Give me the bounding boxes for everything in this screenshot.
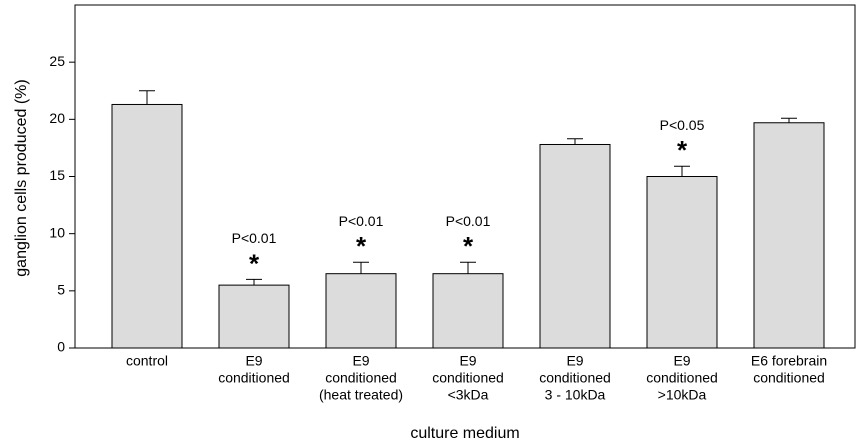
x-tick-label: conditioned [325, 370, 397, 386]
y-tick-label: 25 [49, 53, 65, 69]
x-tick-label: E9 [459, 353, 476, 369]
annotation: P<0.01 [339, 213, 384, 229]
y-tick-label: 5 [57, 282, 65, 298]
annotation: P<0.01 [446, 213, 491, 229]
bar [646, 176, 718, 349]
x-tick-label: conditioned [539, 370, 611, 386]
annotation: P<0.01 [232, 230, 277, 246]
bar [111, 103, 183, 349]
bar [325, 273, 397, 349]
x-tick-label: E9 [245, 353, 262, 369]
x-tick-label: E9 [352, 353, 369, 369]
error-bar [567, 138, 583, 145]
y-tick-label: 15 [49, 167, 65, 183]
x-tick-label: E9 [566, 353, 583, 369]
x-tick-label: conditioned [218, 370, 290, 386]
significance-mark: * [249, 248, 260, 278]
x-axis-label: culture medium [410, 425, 519, 442]
bar [432, 273, 504, 349]
significance-mark: * [677, 135, 688, 165]
y-tick-label: 20 [49, 110, 65, 126]
x-tick-label: >10kDa [658, 387, 707, 403]
error-bar [246, 278, 262, 286]
x-tick-label: conditioned [432, 370, 504, 386]
x-tick-label: <3kDa [448, 387, 489, 403]
x-tick-label: conditioned [646, 370, 718, 386]
bar [753, 122, 825, 349]
significance-mark: * [356, 231, 367, 261]
error-bar [674, 165, 690, 177]
error-bar [139, 90, 155, 105]
x-tick-label: control [126, 353, 168, 369]
x-tick-label: (heat treated) [319, 387, 403, 403]
error-bar [460, 261, 476, 274]
y-tick-label: 0 [57, 339, 65, 355]
annotation: P<0.05 [660, 117, 705, 133]
x-tick-label: E6 forebrain [751, 353, 827, 369]
bar [218, 284, 290, 349]
error-bar [781, 117, 797, 123]
bar [539, 143, 611, 349]
x-tick-label: 3 - 10kDa [545, 387, 606, 403]
error-bar [353, 261, 369, 274]
x-tick-label: conditioned [753, 370, 825, 386]
y-tick-label: 10 [49, 224, 65, 240]
y-axis-label: ganglion cells produced (%) [13, 79, 30, 276]
x-tick-label: E9 [673, 353, 690, 369]
significance-mark: * [463, 231, 474, 261]
